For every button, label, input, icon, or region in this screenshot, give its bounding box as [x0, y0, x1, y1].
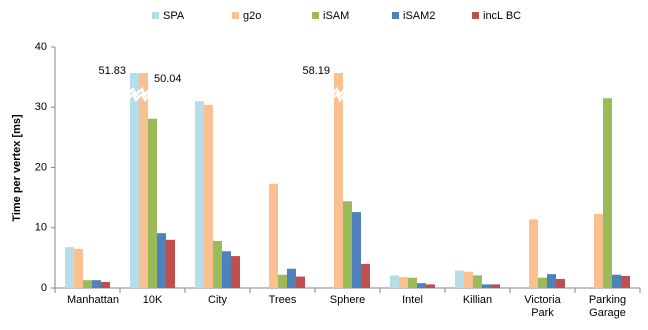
bar [538, 277, 547, 288]
bar [231, 256, 240, 288]
y-tick-label: 30 [35, 101, 47, 113]
y-tick-label: 10 [35, 222, 47, 234]
x-tick-label: Trees [268, 294, 297, 306]
y-tick-label: 20 [35, 161, 47, 173]
bar [491, 284, 500, 288]
x-tick-label-box: Intel [402, 294, 423, 306]
y-axis-label: Time per vertex [ms] [11, 114, 23, 222]
bar [213, 241, 222, 288]
bar [195, 101, 204, 288]
break-mark [137, 86, 150, 98]
legend-label: incL BC [483, 10, 521, 22]
break-mark [332, 91, 345, 103]
x-tick-label: Parking Garage [588, 294, 627, 319]
bar [426, 284, 435, 288]
bar [296, 276, 305, 288]
bar [92, 280, 101, 288]
value-label: 58.19 [302, 65, 330, 77]
bar [222, 251, 231, 288]
bar [603, 98, 612, 289]
x-tick-label-box: Parking Garage [588, 294, 627, 319]
bar [343, 201, 352, 288]
bar [408, 277, 417, 288]
bar [148, 118, 157, 288]
break-mark [137, 91, 150, 103]
bar [399, 277, 408, 288]
break-mark [332, 86, 345, 98]
bar [278, 274, 287, 288]
legend-label: SPA [163, 10, 185, 22]
bar [166, 239, 175, 288]
bar [204, 104, 213, 288]
x-tick-label-box: Manhattan [67, 294, 119, 306]
bar [83, 280, 92, 288]
value-label: 50.04 [154, 73, 182, 85]
bar [621, 275, 630, 288]
x-tick-label: Killian [462, 294, 493, 306]
x-tick-label-box: Killian [462, 294, 493, 306]
x-tick-label: Victoria Park [524, 294, 561, 319]
legend-label: iSAM [323, 10, 349, 22]
x-tick-label-box: City [208, 294, 227, 306]
x-tick-label: 10K [142, 294, 163, 306]
bar [157, 233, 166, 288]
bar [74, 248, 83, 288]
bar [361, 263, 370, 288]
bar [473, 275, 482, 288]
legend-swatch [472, 12, 479, 19]
bar [556, 278, 565, 288]
bar [390, 275, 399, 288]
bar [334, 73, 343, 288]
bar [65, 247, 74, 288]
x-tick-label: City [208, 294, 227, 306]
bar [417, 283, 426, 288]
x-tick-label: Intel [402, 294, 423, 306]
legend-swatch [392, 12, 399, 19]
legend-swatch [312, 12, 319, 19]
y-tick-label: 40 [35, 41, 47, 53]
bar [130, 73, 139, 288]
value-label: 51.83 [98, 65, 126, 77]
bar [455, 270, 464, 288]
bar [547, 274, 556, 288]
legend-label: iSAM2 [403, 10, 435, 22]
legend-swatch [152, 12, 159, 19]
bar [612, 274, 621, 288]
bar [352, 212, 361, 288]
bar [287, 268, 296, 288]
bar [529, 219, 538, 288]
bar [101, 281, 110, 288]
x-tick-label: Manhattan [67, 294, 119, 306]
bar [482, 284, 491, 288]
legend-swatch [232, 12, 239, 19]
x-tick-label-box: Victoria Park [524, 294, 561, 319]
bar [139, 73, 148, 288]
x-tick-label-box: 10K [142, 294, 163, 306]
x-tick-label-box: Sphere [329, 294, 366, 306]
legend-label: g2o [243, 10, 261, 22]
bar [464, 271, 473, 288]
y-tick-label: 0 [41, 282, 47, 294]
bar [269, 183, 278, 288]
x-tick-label-box: Trees [268, 294, 297, 306]
x-tick-label: Sphere [329, 294, 366, 306]
bar [594, 213, 603, 288]
